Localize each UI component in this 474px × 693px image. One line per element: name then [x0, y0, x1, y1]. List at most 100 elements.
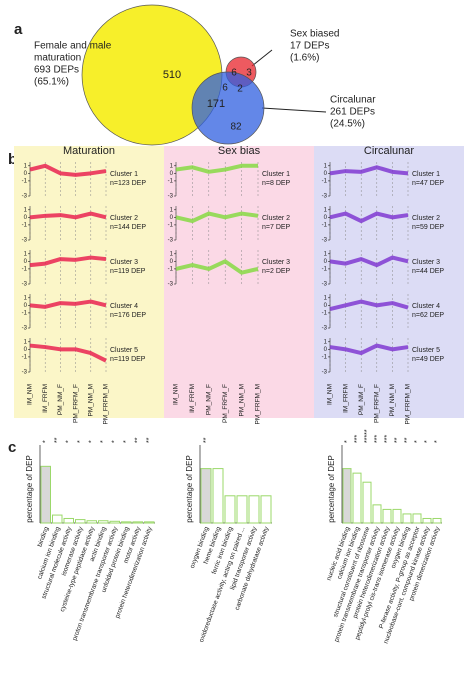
- y-tick-label: -3: [22, 370, 28, 376]
- venn-label: (65.1%): [34, 77, 69, 88]
- y-tick-label: 0: [24, 171, 28, 177]
- y-tick-label: 1: [324, 251, 328, 257]
- panel-bg: [164, 146, 314, 418]
- panel-title: Circalunar: [364, 145, 414, 157]
- y-tick-label: 1: [24, 207, 28, 213]
- cluster-size: n=176 DEP: [110, 312, 146, 319]
- cluster-profile: [29, 211, 107, 220]
- significance: *: [77, 440, 84, 443]
- cluster-name: Cluster 1: [262, 171, 290, 178]
- cluster-size: n=44 DEP: [412, 268, 444, 275]
- y-tick-label: 1: [324, 295, 328, 301]
- y-tick-label: -1: [168, 266, 174, 272]
- y-tick-label: 1: [324, 207, 328, 213]
- y-axis-label: percentage of DEP: [185, 455, 194, 523]
- y-tick-label: 0: [170, 259, 174, 265]
- y-tick-label: 1: [170, 251, 174, 257]
- venn-count: 6: [222, 83, 228, 94]
- cluster-profile: [329, 255, 409, 268]
- venn-count: 510: [163, 69, 181, 81]
- y-tick-label: 0: [324, 303, 328, 309]
- bar: [86, 520, 97, 524]
- bar: [132, 521, 143, 524]
- bar: [236, 495, 248, 524]
- bar: [40, 465, 51, 524]
- y-tick-label: 1: [24, 163, 28, 169]
- bar: [109, 520, 120, 524]
- cluster-name: Cluster 3: [262, 259, 290, 266]
- cluster-size: n=123 DEP: [110, 180, 146, 187]
- y-tick-label: 0: [24, 259, 28, 265]
- significance: ***: [354, 435, 361, 443]
- y-axis-label: percentage of DEP: [25, 455, 34, 523]
- significance: **: [394, 437, 401, 443]
- x-tick-label: PM_NM_F: [57, 384, 64, 415]
- y-tick-label: -1: [22, 178, 28, 184]
- y-axis-label: percentage of DEP: [327, 455, 336, 523]
- bar: [98, 520, 109, 524]
- panel-label: c: [8, 439, 16, 456]
- y-tick-label: 1: [170, 207, 174, 213]
- significance: **: [135, 437, 142, 443]
- x-tick-label: IM_NM: [173, 384, 180, 405]
- pointer: [261, 107, 327, 113]
- venn-label: (1.6%): [290, 53, 319, 64]
- cluster-size: n=8 DEP: [262, 180, 291, 187]
- x-tick-label: PM_NM_F: [206, 384, 213, 415]
- bar: [392, 508, 402, 524]
- y-tick-label: -3: [22, 194, 28, 200]
- x-tick-label: PM_FRFM_F: [222, 384, 229, 423]
- significance: *: [414, 440, 421, 443]
- venn-count: 6: [231, 68, 237, 79]
- cluster-name: Cluster 3: [412, 259, 440, 266]
- venn-count: 2: [237, 84, 243, 95]
- significance: *: [89, 440, 96, 443]
- y-tick-label: -3: [22, 282, 28, 288]
- y-tick-label: -1: [168, 222, 174, 228]
- bar: [200, 468, 212, 524]
- cluster-profile: [329, 165, 409, 176]
- y-tick-label: -1: [322, 310, 328, 316]
- y-tick-label: -3: [168, 238, 174, 244]
- bar: [121, 521, 132, 524]
- y-tick-label: 1: [170, 163, 174, 169]
- significance: *****: [364, 429, 371, 443]
- bar: [52, 514, 63, 524]
- bar: [412, 513, 422, 524]
- x-tick-label: IM_NM: [27, 384, 34, 405]
- bar: [260, 495, 272, 524]
- bar: [402, 513, 412, 524]
- bar: [422, 517, 432, 524]
- cluster-profile: [29, 343, 107, 363]
- cluster-size: n=47 DEP: [412, 180, 444, 187]
- bar: [342, 468, 352, 524]
- cluster-profile: [329, 211, 409, 224]
- cluster-name: Cluster 1: [412, 171, 440, 178]
- significance: **: [404, 437, 411, 443]
- cluster-size: n=59 DEP: [412, 224, 444, 231]
- cluster-name: Cluster 2: [262, 215, 290, 222]
- y-tick-label: -3: [322, 194, 328, 200]
- cluster-profile: [175, 211, 259, 224]
- panel-title: Maturation: [63, 145, 115, 157]
- y-tick-label: 0: [324, 171, 328, 177]
- panel-bg: [314, 146, 464, 418]
- x-tick-label: IM_FRFM: [189, 384, 196, 413]
- cluster-profile: [329, 299, 409, 312]
- bar: [382, 508, 392, 524]
- cluster-name: Cluster 5: [412, 347, 440, 354]
- y-tick-label: 0: [24, 347, 28, 353]
- y-tick-label: -1: [22, 266, 28, 272]
- panel-label: a: [14, 21, 23, 38]
- significance: **: [203, 437, 210, 443]
- bar: [432, 517, 442, 524]
- x-tick-label: PM_NM_M: [88, 384, 95, 417]
- x-tick-label: PM_NM_M: [238, 384, 245, 417]
- cluster-size: n=62 DEP: [412, 312, 444, 319]
- y-tick-label: -1: [322, 354, 328, 360]
- cluster-profile: [329, 343, 409, 356]
- bar: [63, 517, 74, 524]
- bar: [362, 481, 372, 524]
- x-tick-label: PM_FRFM_F: [374, 384, 381, 423]
